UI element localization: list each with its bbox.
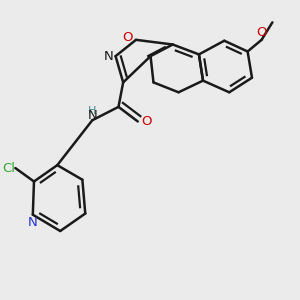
Text: O: O — [141, 115, 152, 128]
Text: N: N — [28, 216, 38, 230]
Text: H: H — [88, 106, 97, 116]
Text: N: N — [103, 50, 113, 63]
Text: O: O — [256, 26, 267, 39]
Text: N: N — [87, 110, 97, 122]
Text: Cl: Cl — [2, 162, 15, 175]
Text: O: O — [122, 31, 133, 44]
